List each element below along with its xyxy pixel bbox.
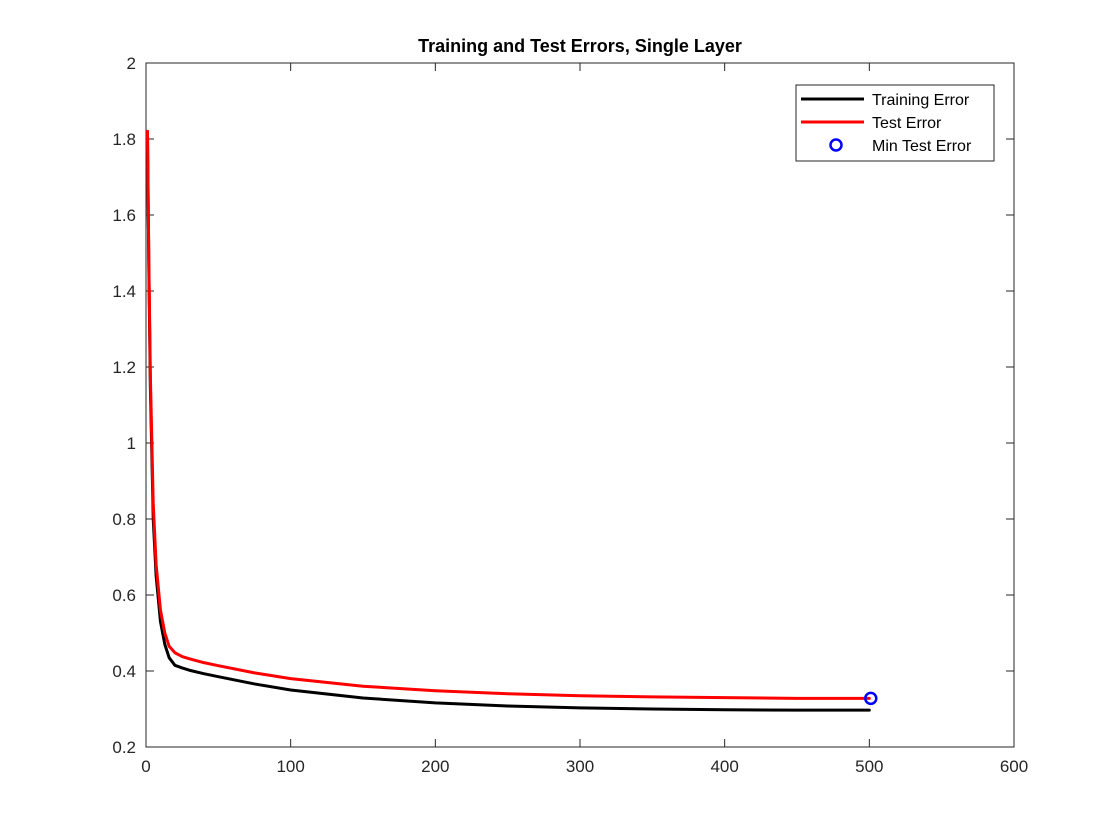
y-tick-label: 1.6 <box>112 206 136 225</box>
y-tick-label: 1.2 <box>112 358 136 377</box>
x-tick-label: 100 <box>276 757 304 776</box>
axes-box <box>145 62 1015 748</box>
test-error-line <box>145 129 871 700</box>
x-tick-label: 400 <box>710 757 738 776</box>
legend-swatch-marker <box>829 138 843 152</box>
y-tick-label: 2 <box>127 54 136 73</box>
series-layer <box>145 129 878 712</box>
x-tick-label: 600 <box>1000 757 1028 776</box>
legend: Training Error Test Error Min Test Error <box>795 84 995 162</box>
y-tick-label: 0.6 <box>112 586 136 605</box>
y-tick-label: 0.2 <box>112 738 136 757</box>
chart-title: Training and Test Errors, Single Layer <box>418 36 742 56</box>
legend-entry-label: Min Test Error <box>872 138 972 155</box>
x-tick-label: 0 <box>141 757 150 776</box>
x-tick-label: 200 <box>421 757 449 776</box>
y-tick-label: 1 <box>127 434 136 453</box>
y-axis-ticks: 0.2 0.4 0.6 0.8 1 1.2 1.4 1.6 1.8 2 <box>112 54 1014 757</box>
x-tick-label: 500 <box>855 757 883 776</box>
x-axis-ticks: 0 100 200 300 400 500 600 <box>141 63 1028 776</box>
y-tick-label: 0.4 <box>112 662 136 681</box>
min-test-error-marker <box>864 691 878 706</box>
x-tick-label: 300 <box>566 757 594 776</box>
y-tick-label: 1.8 <box>112 130 136 149</box>
y-tick-label: 1.4 <box>112 282 136 301</box>
y-tick-label: 0.8 <box>112 510 136 529</box>
legend-entry-label: Test Error <box>872 115 942 132</box>
plot-area <box>145 62 1015 748</box>
legend-entry-label: Training Error <box>872 92 970 109</box>
